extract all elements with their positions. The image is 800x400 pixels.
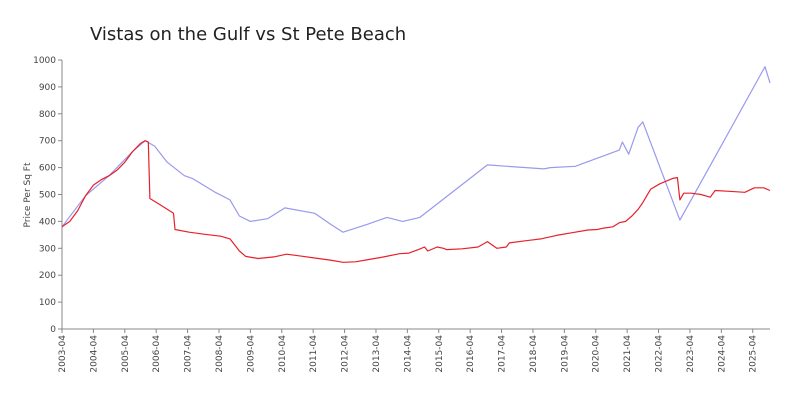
x-tick-label: 2023-04 [686, 335, 696, 373]
x-tick-label: 2018-04 [529, 335, 539, 373]
y-tick-label: 700 [39, 137, 56, 147]
x-tick-label: 2019-04 [560, 335, 570, 373]
y-tick-label: 500 [39, 191, 56, 201]
y-tick-label: 100 [39, 298, 56, 308]
y-tick-label: 0 [50, 325, 56, 335]
x-tick-label: 2022-04 [655, 335, 665, 373]
x-tick-label: 2025-04 [749, 335, 759, 373]
series-line [61, 66, 771, 233]
x-tick-label: 2024-04 [717, 335, 727, 373]
x-tick-label: 2006-04 [152, 335, 162, 373]
x-tick-label: 2015-04 [435, 335, 445, 373]
y-tick-label: 200 [39, 271, 56, 281]
x-tick-label: 2013-04 [372, 335, 382, 373]
x-tick-label: 2009-04 [246, 335, 256, 373]
x-tick-label: 2014-04 [403, 335, 413, 373]
x-tick-label: 2016-04 [466, 335, 476, 373]
x-tick-label: 2004-04 [89, 335, 99, 373]
y-tick-label: 1000 [33, 56, 56, 66]
x-tick-label: 2010-04 [278, 335, 288, 373]
x-tick-label: 2021-04 [623, 335, 633, 373]
x-tick-label: 2011-04 [309, 335, 319, 373]
x-tick-label: 2017-04 [498, 335, 508, 373]
series-line [61, 140, 771, 263]
x-tick-label: 2005-04 [121, 335, 131, 373]
x-tick-label: 2012-04 [341, 335, 351, 373]
x-tick-label: 2007-04 [184, 335, 194, 373]
x-tick-label: 2003-04 [58, 335, 68, 373]
x-tick-label: 2020-04 [592, 335, 602, 373]
y-tick-label: 400 [39, 217, 56, 227]
chart-title: Vistas on the Gulf vs St Pete Beach [90, 24, 406, 45]
x-tick-label: 2008-04 [215, 335, 225, 373]
y-axis-label: Price Per Sq Ft [23, 162, 33, 227]
y-tick-label: 800 [39, 110, 56, 120]
y-tick-label: 900 [39, 83, 56, 93]
y-tick-label: 300 [39, 244, 56, 254]
y-tick-label: 600 [39, 164, 56, 174]
